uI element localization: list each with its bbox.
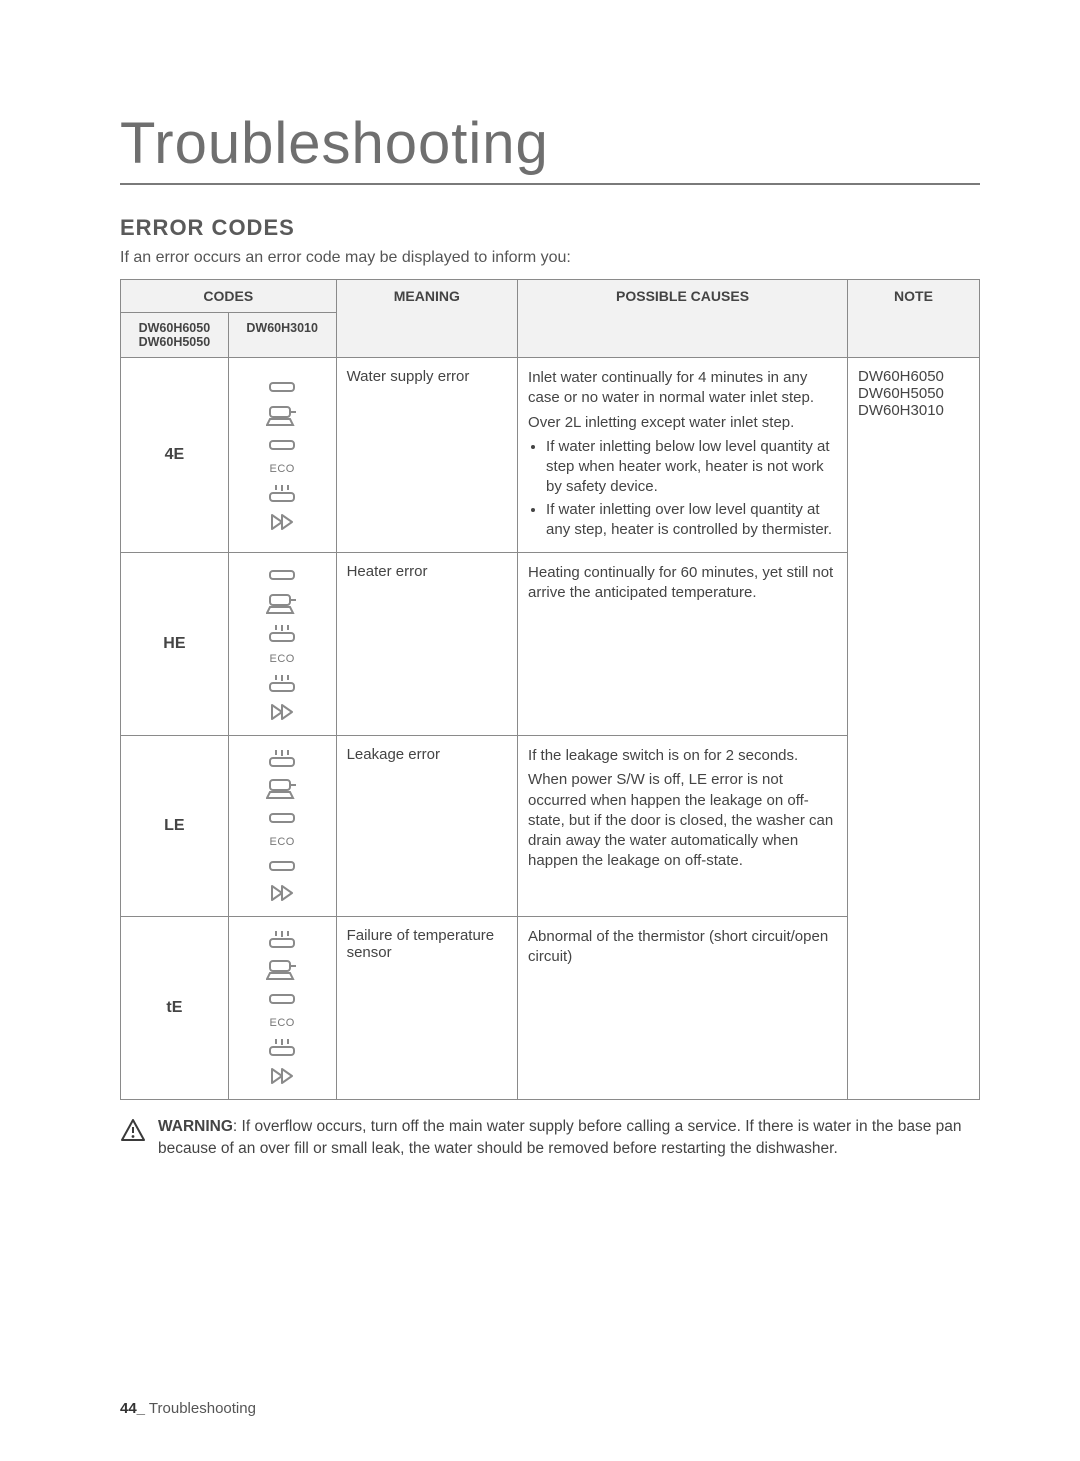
steam-rect-icon [268, 625, 296, 643]
note-cell: DW60H6050 DW60H5050 DW60H3010 [848, 358, 980, 1100]
rect-plain-icon [268, 437, 296, 453]
causes-paragraph: Over 2L inletting except water inlet ste… [528, 413, 837, 433]
rect-plain-icon [268, 858, 296, 874]
eco-icon: ECO [270, 836, 295, 848]
rect-plain-icon [268, 567, 296, 583]
table-row: 4E ECO Water supply error Inlet water conti… [121, 358, 980, 553]
error-codes-table: CODES MEANING POSSIBLE CAUSES NOTE DW60H… [120, 279, 980, 1100]
page-title: Troubleshooting [120, 110, 980, 185]
fastfwd-icon [270, 884, 294, 902]
code-cell: 4E [121, 358, 229, 553]
causes-paragraph: When power S/W is off, LE error is not o… [528, 770, 837, 871]
icons-cell: ECO [228, 917, 336, 1100]
meaning-cell: Heater error [336, 553, 517, 736]
warning-text: WARNING: If overflow occurs, turn off th… [158, 1116, 980, 1159]
causes-paragraph: Inlet water continually for 4 minutes in… [528, 368, 837, 409]
pan-icon [266, 778, 298, 800]
header-row-1: CODES MEANING POSSIBLE CAUSES NOTE [121, 280, 980, 313]
footer-page-num: 44_ [120, 1400, 145, 1417]
rect-plain-icon [268, 810, 296, 826]
code-cell: tE [121, 917, 229, 1100]
eco-icon: ECO [270, 653, 295, 665]
icons-cell: ECO [228, 553, 336, 736]
causes-bullet-list: If water inletting below low level quant… [528, 437, 837, 540]
th-note: NOTE [848, 280, 980, 358]
eco-icon: ECO [270, 1017, 295, 1029]
code-cell: HE [121, 553, 229, 736]
meaning-cell: Water supply error [336, 358, 517, 553]
meaning-cell: Leakage error [336, 736, 517, 917]
page-footer: 44_ Troubleshooting [120, 1400, 256, 1417]
rect-plain-icon [268, 379, 296, 395]
causes-paragraph: Heating continually for 60 minutes, yet … [528, 563, 837, 604]
th-model-a: DW60H6050 DW60H5050 [121, 313, 229, 358]
icons-cell: ECO [228, 358, 336, 553]
table-body: 4E ECO Water supply error Inlet water conti… [121, 358, 980, 1100]
causes-cell: Abnormal of the thermistor (short circui… [518, 917, 848, 1100]
th-causes: POSSIBLE CAUSES [518, 280, 848, 358]
steam-rect-icon [268, 485, 296, 503]
eco-icon: ECO [270, 463, 295, 475]
warning-block: WARNING: If overflow occurs, turn off th… [120, 1116, 980, 1159]
section-heading: ERROR CODES [120, 215, 980, 241]
footer-label: Troubleshooting [145, 1400, 256, 1417]
fastfwd-icon [270, 1067, 294, 1085]
steam-rect-icon [268, 750, 296, 768]
pan-icon [266, 593, 298, 615]
causes-paragraph: If the leakage switch is on for 2 second… [528, 746, 837, 766]
warning-label: WARNING [158, 1118, 233, 1135]
warning-body: : If overflow occurs, turn off the main … [158, 1118, 962, 1157]
th-codes: CODES [121, 280, 337, 313]
causes-paragraph: Abnormal of the thermistor (short circui… [528, 927, 837, 968]
fastfwd-icon [270, 703, 294, 721]
code-cell: LE [121, 736, 229, 917]
fastfwd-icon [270, 513, 294, 531]
icons-cell: ECO [228, 736, 336, 917]
causes-cell: If the leakage switch is on for 2 second… [518, 736, 848, 917]
page-root: Troubleshooting ERROR CODES If an error … [0, 0, 1080, 1159]
th-meaning: MEANING [336, 280, 517, 358]
meaning-cell: Failure of temperature sensor [336, 917, 517, 1100]
rect-plain-icon [268, 991, 296, 1007]
steam-rect-icon [268, 675, 296, 693]
intro-text: If an error occurs an error code may be … [120, 249, 980, 267]
causes-bullet: If water inletting over low level quanti… [546, 500, 837, 541]
pan-icon [266, 959, 298, 981]
causes-bullet: If water inletting below low level quant… [546, 437, 837, 498]
causes-cell: Inlet water continually for 4 minutes in… [518, 358, 848, 553]
th-model-b: DW60H3010 [228, 313, 336, 358]
steam-rect-icon [268, 931, 296, 949]
steam-rect-icon [268, 1039, 296, 1057]
pan-icon [266, 405, 298, 427]
warning-icon [120, 1118, 146, 1159]
causes-cell: Heating continually for 60 minutes, yet … [518, 553, 848, 736]
